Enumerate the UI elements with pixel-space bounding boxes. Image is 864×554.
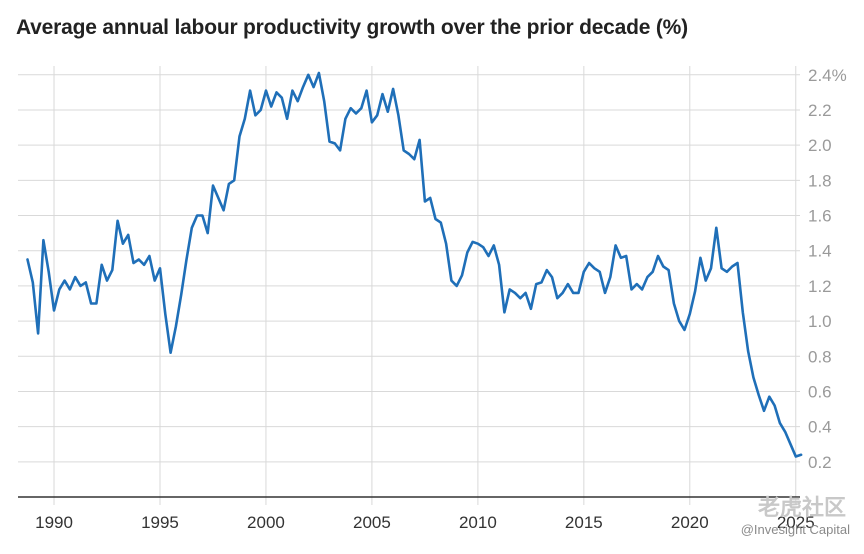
x-tick-label: 2020 bbox=[671, 513, 709, 532]
x-tick-label: 2025 bbox=[777, 513, 815, 532]
x-tick-label: 1990 bbox=[35, 513, 73, 532]
y-tick-label: 1.0 bbox=[808, 312, 832, 331]
x-tick-label: 1995 bbox=[141, 513, 179, 532]
watermark-text: @Invesight Capital bbox=[740, 522, 850, 537]
y-tick-label: 1.4 bbox=[808, 242, 832, 261]
x-gridlines bbox=[53, 66, 797, 505]
y-tick-label: 1.8 bbox=[808, 171, 832, 190]
y-tick-label: 0.2 bbox=[808, 453, 832, 472]
y-tick-label: 2.4% bbox=[808, 66, 847, 85]
x-tick-label: 2005 bbox=[353, 513, 391, 532]
series-line bbox=[26, 71, 803, 458]
y-tick-label: 1.6 bbox=[808, 207, 832, 226]
x-tick-labels: 1990 1995 2000 2005 2010 2015 2020 2025 bbox=[35, 513, 815, 532]
y-tick-label: 2.2 bbox=[808, 101, 832, 120]
chart-title: Average annual labour productivity growt… bbox=[16, 16, 688, 39]
y-tick-label: 0.6 bbox=[808, 382, 832, 401]
y-tick-label: 2.0 bbox=[808, 136, 832, 155]
x-tick-label: 2015 bbox=[565, 513, 603, 532]
x-tick-label: 2010 bbox=[459, 513, 497, 532]
y-tick-labels: 0.2 0.4 0.6 0.8 1.0 1.2 1.4 1.6 1.8 2.0 2.2 2.4% bbox=[808, 66, 847, 472]
x-tick-label: 2000 bbox=[247, 513, 285, 532]
y-tick-label: 1.2 bbox=[808, 277, 832, 296]
y-gridlines bbox=[18, 74, 800, 463]
watermark-logo-text: 老虎社区 bbox=[757, 495, 846, 520]
y-tick-label: 0.4 bbox=[808, 418, 832, 437]
y-tick-label: 0.8 bbox=[808, 347, 832, 366]
